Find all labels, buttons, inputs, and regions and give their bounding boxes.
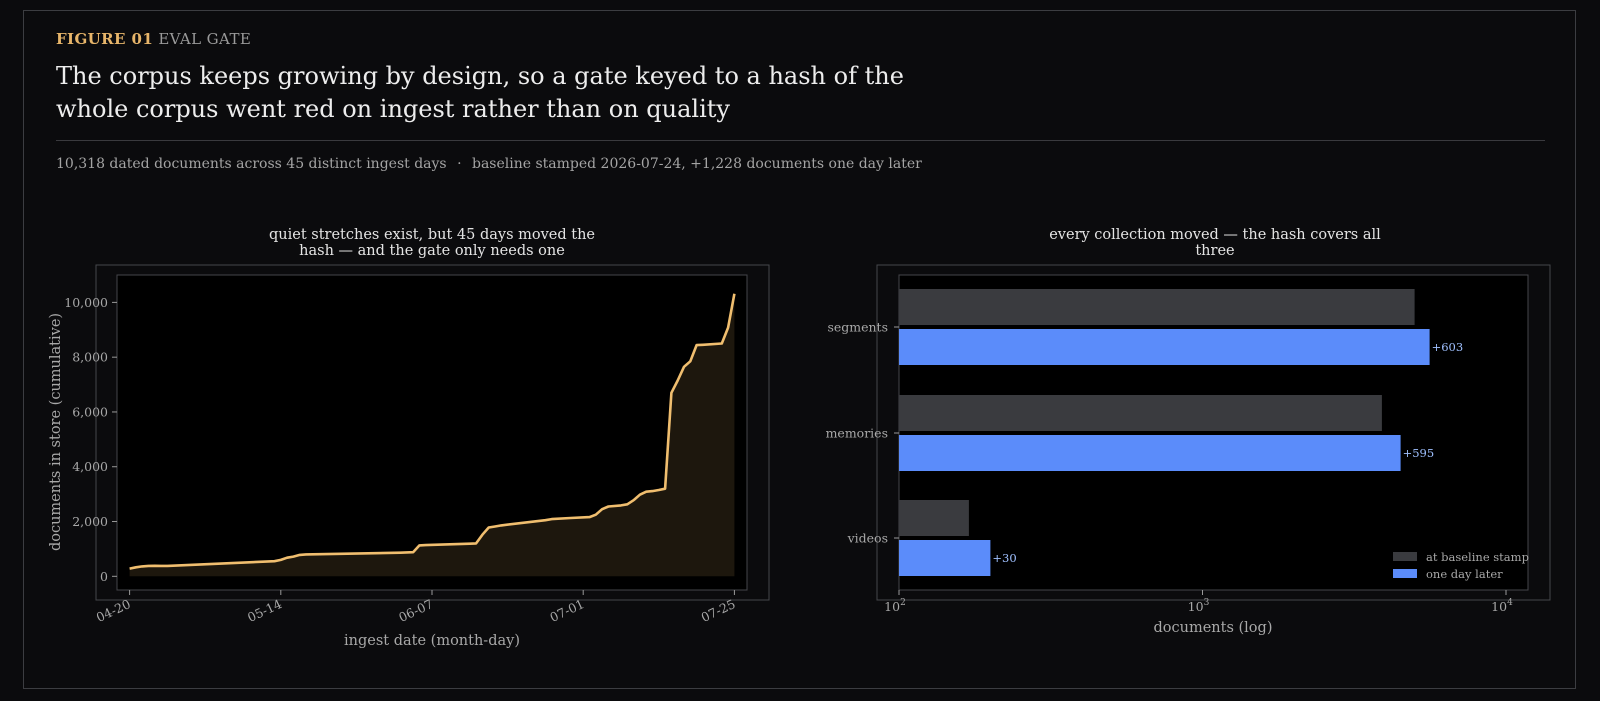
left-y-tick-label: 8,000	[72, 350, 108, 365]
legend-label-baseline: at baseline stamp	[1426, 550, 1529, 564]
cumulative-line	[129, 293, 736, 570]
bar-baseline-segments	[899, 289, 1415, 325]
figure-headline: The corpus keeps growing by design, so a…	[56, 62, 904, 123]
summary-baseline: baseline stamped 2026-07-24, +1,228 docu…	[471, 156, 922, 172]
right-x-tick-label: 103	[1188, 598, 1210, 614]
delta-label-videos: +30	[992, 551, 1016, 565]
bar-later-memories	[899, 435, 1401, 471]
left-chart-title: quiet stretches exist, but 45 days moved…	[268, 227, 596, 259]
right-outer-frame	[876, 264, 1551, 601]
figure-summary: 10,318 dated documents across 45 distinc…	[56, 156, 922, 172]
right-plot-area	[898, 274, 1529, 591]
right-x-tick-base: 10	[884, 599, 900, 614]
cumulative-documents-chart: ingest date (month-day) documents in sto…	[48, 264, 770, 649]
right-chart-title: every collection moved — the hash covers…	[1049, 227, 1381, 259]
figure-label: EVAL GATE	[158, 30, 252, 48]
right-x-tick-label: 104	[1491, 598, 1513, 614]
left-y-tick-label: 4,000	[72, 459, 108, 474]
category-label-videos: videos	[847, 531, 888, 546]
bar-baseline-videos	[899, 500, 969, 536]
summary-documents: 10,318 dated documents across 45 distinc…	[56, 156, 447, 172]
category-label-segments: segments	[827, 320, 888, 335]
left-y-tick-label: 2,000	[72, 514, 108, 529]
delta-label-segments: +603	[1432, 340, 1464, 354]
right-x-tick-exponent: 2	[900, 598, 906, 608]
left-y-tick-label: 6,000	[72, 404, 108, 419]
right-x-tick-base: 10	[1188, 599, 1204, 614]
bar-baseline-memories	[899, 395, 1382, 431]
bar-later-segments	[899, 329, 1430, 365]
figure-kicker: FIGURE 01 EVAL GATE	[56, 30, 251, 48]
left-y-tick-label: 10,000	[64, 295, 108, 310]
summary-separator: ·	[457, 156, 462, 172]
left-y-axis-label: documents in store (cumulative)	[48, 313, 64, 551]
collection-counts-chart: +603 +595 +30 documents (log) at baseline …	[826, 264, 1551, 636]
right-x-tick-base: 10	[1491, 599, 1507, 614]
delta-label-memories: +595	[1403, 446, 1435, 460]
right-x-axis-label: documents (log)	[1154, 620, 1273, 636]
right-x-tick-exponent: 4	[1507, 598, 1513, 608]
right-x-tick-exponent: 3	[1204, 598, 1210, 608]
right-x-tick-label: 102	[884, 598, 906, 614]
bar-later-videos	[899, 540, 991, 576]
legend-swatch-baseline	[1393, 552, 1417, 561]
left-x-axis-label: ingest date (month-day)	[344, 633, 520, 649]
left-plot-area	[116, 274, 748, 591]
legend-label-later: one day later	[1426, 567, 1503, 581]
cumulative-area	[129, 293, 735, 577]
header-divider	[56, 140, 1545, 141]
left-outer-frame	[95, 264, 770, 601]
figure-number: FIGURE 01	[56, 30, 154, 48]
figure-frame	[23, 10, 1576, 689]
left-y-tick-label: 0	[100, 569, 108, 584]
legend: at baseline stamp one day later	[1393, 550, 1529, 581]
legend-swatch-later	[1393, 569, 1417, 578]
category-label-memories: memories	[826, 426, 888, 441]
